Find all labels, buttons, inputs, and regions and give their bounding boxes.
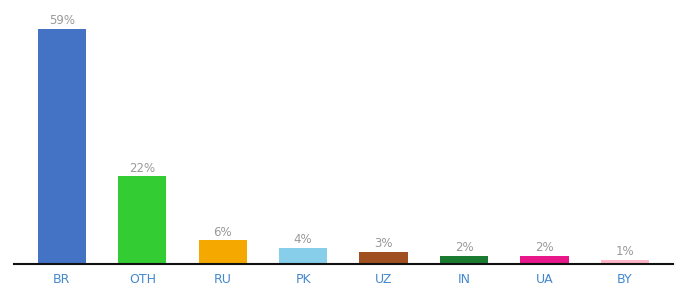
Text: 2%: 2% bbox=[535, 242, 554, 254]
Bar bbox=[37, 29, 86, 264]
Bar bbox=[118, 176, 167, 264]
Text: 3%: 3% bbox=[375, 238, 393, 250]
Text: 6%: 6% bbox=[214, 226, 232, 238]
Bar bbox=[440, 256, 488, 264]
Text: 1%: 1% bbox=[615, 245, 634, 258]
Text: 22%: 22% bbox=[129, 162, 155, 175]
Bar bbox=[279, 248, 327, 264]
Bar bbox=[601, 260, 649, 264]
Text: 59%: 59% bbox=[49, 14, 75, 27]
Bar bbox=[360, 252, 408, 264]
Bar bbox=[199, 240, 247, 264]
Text: 4%: 4% bbox=[294, 233, 313, 247]
Text: 2%: 2% bbox=[455, 242, 473, 254]
Bar bbox=[520, 256, 568, 264]
